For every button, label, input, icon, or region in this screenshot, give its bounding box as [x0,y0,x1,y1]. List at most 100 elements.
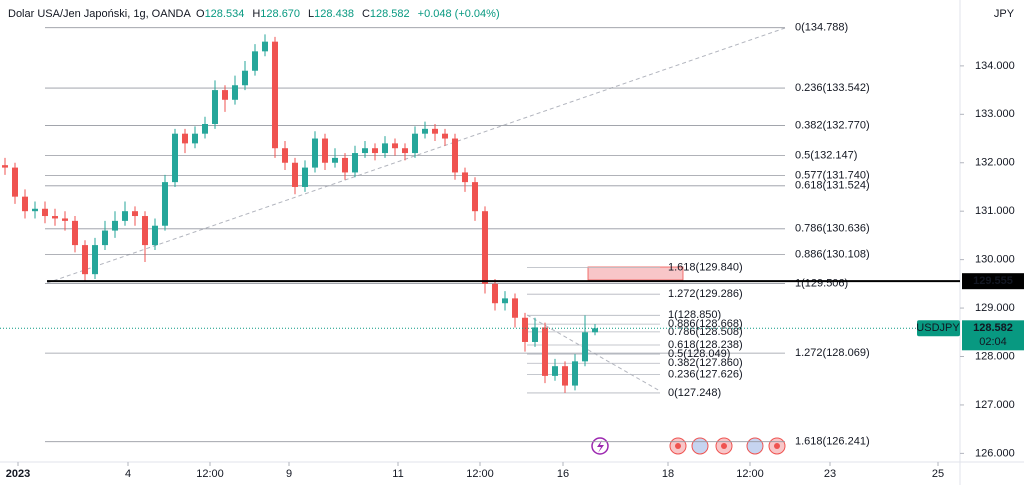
candle-body [152,225,158,246]
event-icon [774,443,780,449]
event-icon [597,440,604,453]
candle-body [222,90,228,100]
event-icon [691,437,709,455]
candle-body [272,41,278,149]
chart-title: Dolar USA/Jen Japoński, 1g, OANDA [8,8,191,20]
candle-body [352,153,358,173]
x-tick-label: 12:00 [736,468,764,480]
candle-body [302,167,308,187]
fib-label: 0.236(133.542) [795,82,870,94]
x-tick-label: 12:00 [196,468,224,480]
event-icon [675,443,681,449]
x-tick-label: 18 [662,468,674,480]
price-box [962,320,1024,351]
price-label: 128.582 [973,322,1013,334]
fib-label: 1.272(129.286) [668,288,743,300]
fib-label: 0.618(128.238) [668,339,743,351]
candle-body [472,182,478,212]
candle-body [62,218,68,221]
x-tick-label: 2023 [6,468,30,480]
candle-body [182,133,188,144]
fib-label: 0.382(132.770) [795,119,870,131]
candle-body [102,230,108,246]
candle-body [542,327,548,376]
fib-label: 0.577(131.740) [795,169,870,181]
y-tick-label: 128.000 [975,350,1015,362]
fib-label: 0.382(127.860) [668,357,743,369]
ohlc-value: 128.582 [370,8,410,20]
candle-body [452,138,458,173]
ohlc-value: 128.670 [260,8,300,20]
x-tick-label: 4 [125,468,131,480]
fib-label: 0(127.248) [668,387,721,399]
candle-body [332,157,338,163]
candle-body [432,128,438,134]
fib-label: 0.886(130.108) [795,248,870,260]
fib-label: 0.786(130.636) [795,223,870,235]
candle-body [422,128,428,134]
fib-label: 0.886(128.668) [668,318,743,330]
fib-label: 0(134.788) [795,22,848,34]
candle-body [112,220,118,231]
candle-body [322,138,328,163]
y-tick-label: 127.000 [975,399,1015,411]
x-tick-label: 11 [392,468,403,480]
fib-label: 0.618(131.524) [795,180,870,192]
hline-label-box [962,273,1024,290]
candle-body [592,328,598,333]
candle-body [142,216,148,246]
fib-label: 0.786(128.508) [668,326,743,338]
ohlc-key: O [196,8,205,20]
candle-body [552,366,558,376]
y-tick-label: 132.000 [975,157,1015,169]
candle-body [382,143,388,154]
symbol-box [917,320,960,337]
countdown-label: 02:04 [979,336,1007,348]
ohlc-key: L [308,8,314,20]
x-tick-label: 23 [824,468,836,480]
y-tick-label: 129.000 [975,302,1015,314]
currency-label: JPY [994,8,1015,20]
candle-body [362,148,368,154]
fib-label: 1.618(126.241) [795,436,870,448]
candle-body [462,172,468,183]
ohlc-header: O128.534 H128.670 L128.438 C128.582 +0.048 (… [196,8,500,20]
candle-body [562,366,568,386]
candle-body [212,90,218,124]
candle-body [312,138,318,168]
candle-body [72,220,78,246]
candle-body [392,143,398,149]
candle-body [22,196,28,212]
fib-label: 0.5(132.147) [795,150,857,162]
candle-body [532,327,538,342]
y-tick-label: 133.000 [975,108,1015,120]
fib-label: 1(128.850) [668,309,721,321]
candle-body [252,51,258,71]
candle-body [522,317,528,342]
x-tick-label: 25 [932,468,944,480]
candle-body [502,298,508,304]
hline-label: 129.555 [973,275,1013,287]
candle-body [132,211,138,217]
x-tick-label: 9 [286,468,292,480]
candle-body [572,361,578,386]
ohlc-value: 128.534 [205,8,245,20]
event-icon [721,443,727,449]
ohlc-key: H [252,8,260,20]
candle-body [512,298,518,318]
event-icon [746,437,764,455]
candle-body [442,133,448,139]
candle-body [482,211,488,284]
candle-body [342,157,348,173]
candle-body [12,167,18,197]
y-tick-label: 130.000 [975,254,1015,266]
candle-body [232,85,238,100]
candle-body [262,41,268,52]
candle-body [92,245,98,275]
x-tick-label: 16 [557,468,569,480]
candle-body [32,208,38,212]
candle-body [122,211,128,221]
candle-body [42,208,48,217]
candle-body [412,133,418,154]
